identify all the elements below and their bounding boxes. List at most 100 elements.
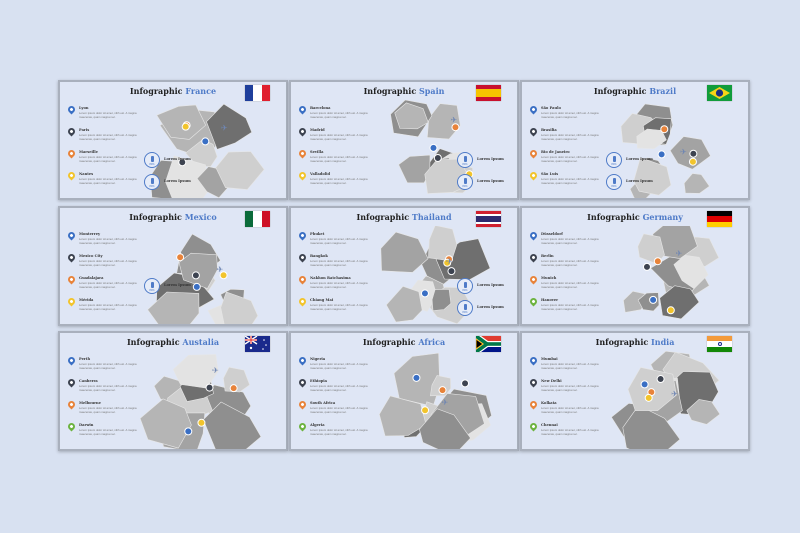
map-pin-icon[interactable] — [429, 143, 438, 152]
map-pin-icon[interactable] — [451, 123, 460, 132]
slide-thumbnail-spain[interactable]: Infographic Spain ✈ Barcelona Lorem ipsum d… — [289, 80, 519, 200]
slide-title: Infographic Brazil — [522, 86, 748, 96]
map-pin-icon[interactable] — [420, 289, 429, 298]
city-name: Guadalajara — [79, 276, 104, 280]
city-name: Mérida — [79, 298, 94, 302]
city-description: Lorem ipsum dolor sit amet, nibh est. A … — [79, 303, 137, 311]
title-prefix: Infographic — [356, 212, 410, 222]
country-name: Germany — [642, 212, 683, 222]
stat-label: Lorem Ipsum — [164, 179, 191, 183]
stat-value: 80% — [611, 185, 617, 188]
city-name: Marseille — [79, 150, 98, 154]
city-name: Valladolid — [310, 172, 330, 176]
location-pin-icon — [66, 252, 77, 263]
map-pin-icon[interactable] — [433, 153, 442, 162]
map-pin-icon[interactable] — [219, 271, 228, 280]
map-pin-icon[interactable] — [689, 149, 698, 158]
stat-value: 80% — [149, 289, 155, 292]
location-pin-icon — [66, 126, 77, 137]
city-name: São Luis — [541, 172, 559, 176]
map-pin-icon[interactable] — [447, 267, 456, 276]
map-region — [139, 398, 192, 449]
person-icon: 80% — [144, 278, 160, 294]
map-pin-icon[interactable] — [181, 122, 190, 131]
map-pin-icon[interactable] — [438, 386, 447, 395]
country-map: ✈ — [371, 99, 501, 198]
map-pin-icon[interactable] — [178, 158, 187, 167]
person-icon: 80% — [144, 174, 160, 190]
slide-title: Infographic India — [522, 337, 748, 347]
airplane-icon: ✈ — [212, 366, 219, 375]
stat-badge: 80% Lorem Ipsum — [144, 278, 204, 294]
city-description: Lorem ipsum dolor sit amet, nibh est. A … — [310, 237, 368, 245]
slide-title: Infographic Austalia — [60, 337, 286, 347]
city-description: Lorem ipsum dolor sit amet, nibh est. A … — [310, 155, 368, 163]
city-name: Phuket — [310, 232, 325, 236]
map-pin-icon[interactable] — [656, 375, 665, 384]
slide-thumbnail-france[interactable]: Infographic France ✈ Lyon Lorem ipsum dolor… — [58, 80, 288, 200]
map-region — [431, 288, 452, 312]
map-pin-icon[interactable] — [421, 406, 430, 415]
city-name: Chennai — [541, 423, 558, 427]
location-pin-icon — [297, 170, 308, 181]
map-pin-icon[interactable] — [461, 379, 470, 388]
country-name: Mexico — [184, 212, 217, 222]
location-pin-icon — [297, 274, 308, 285]
australia-flag-icon — [245, 336, 270, 352]
country-map: ✈ — [602, 100, 732, 198]
map-pin-icon[interactable] — [229, 384, 238, 393]
map-region — [622, 405, 681, 449]
map-pin-icon[interactable] — [191, 271, 200, 280]
slide-thumbnail-india[interactable]: Infographic India ✈ Mumbai Lorem ipsum dolo… — [520, 331, 750, 451]
map-pin-icon[interactable] — [649, 295, 658, 304]
city-name: Melbourne — [79, 401, 101, 405]
map-pin-icon[interactable] — [666, 306, 675, 315]
location-pin-icon — [66, 421, 77, 432]
airplane-icon: ✈ — [450, 115, 457, 124]
map-pin-icon[interactable] — [640, 380, 649, 389]
stat-label: Lorem Ipsum — [626, 157, 653, 161]
country-map: ✈ — [140, 226, 270, 324]
slide-thumbnail-brazil[interactable]: Infographic Brazil ✈ São Paulo Lorem ipsum … — [520, 80, 750, 200]
map-pin-icon[interactable] — [192, 282, 201, 291]
slide-thumbnail-mexico[interactable]: Infographic Mexico ✈ Monterrey Lorem ipsum … — [58, 206, 288, 326]
city-description: Lorem ipsum dolor sit amet, nibh est. A … — [310, 428, 368, 436]
stat-value: 80% — [149, 185, 155, 188]
location-pin-icon — [66, 230, 77, 241]
map-region — [428, 225, 458, 262]
map-pin-icon[interactable] — [412, 373, 421, 382]
map-pin-icon[interactable] — [657, 150, 666, 159]
city-description: Lorem ipsum dolor sit amet, nibh est. A … — [310, 384, 368, 392]
city-name: Mumbai — [541, 357, 558, 361]
city-name: Mexico City — [79, 254, 103, 258]
city-name: Madrid — [310, 128, 325, 132]
airplane-icon: ✈ — [221, 123, 228, 132]
title-prefix: Infographic — [129, 86, 183, 96]
slide-thumbnail-austalia[interactable]: Infographic Austalia ✈ Perth Lorem ipsum do… — [58, 331, 288, 451]
map-pin-icon[interactable] — [653, 257, 662, 266]
map-pin-icon[interactable] — [642, 262, 651, 271]
location-pin-icon — [297, 104, 308, 115]
city-description: Lorem ipsum dolor sit amet, nibh est. A … — [310, 362, 368, 370]
city-description: Lorem ipsum dolor sit amet, nibh est. A … — [541, 133, 599, 141]
stat-label: Lorem Ipsum — [477, 157, 504, 161]
stat-badge: 80% Lorem Ipsum — [144, 152, 204, 168]
person-icon: 80% — [457, 300, 473, 316]
map-pin-icon[interactable] — [205, 383, 214, 392]
location-pin-icon — [528, 148, 539, 159]
city-name: New Delhi — [541, 379, 562, 383]
stat-badge: 80% Lorem Ipsum — [457, 174, 517, 190]
slide-thumbnail-africa[interactable]: Infographic Africa ✈ Nigeria Lorem ipsum do… — [289, 331, 519, 451]
slide-thumbnail-thailand[interactable]: Infographic Thailand ✈ Phuket Lorem ipsum d… — [289, 206, 519, 326]
map-pin-icon[interactable] — [176, 253, 185, 262]
map-pin-icon[interactable] — [201, 137, 210, 146]
map-pin-icon[interactable] — [184, 427, 193, 436]
map-pin-icon[interactable] — [644, 393, 653, 402]
map-pin-icon[interactable] — [688, 157, 697, 166]
map-pin-icon[interactable] — [197, 418, 206, 427]
airplane-icon: ✈ — [676, 249, 683, 258]
slide-thumbnail-germany[interactable]: Infographic Germany ✈ Düsseldorf Lorem ipsu… — [520, 206, 750, 326]
map-pin-icon[interactable] — [443, 258, 452, 267]
map-pin-icon[interactable] — [660, 125, 669, 134]
city-description: Lorem ipsum dolor sit amet, nibh est. A … — [310, 303, 368, 311]
